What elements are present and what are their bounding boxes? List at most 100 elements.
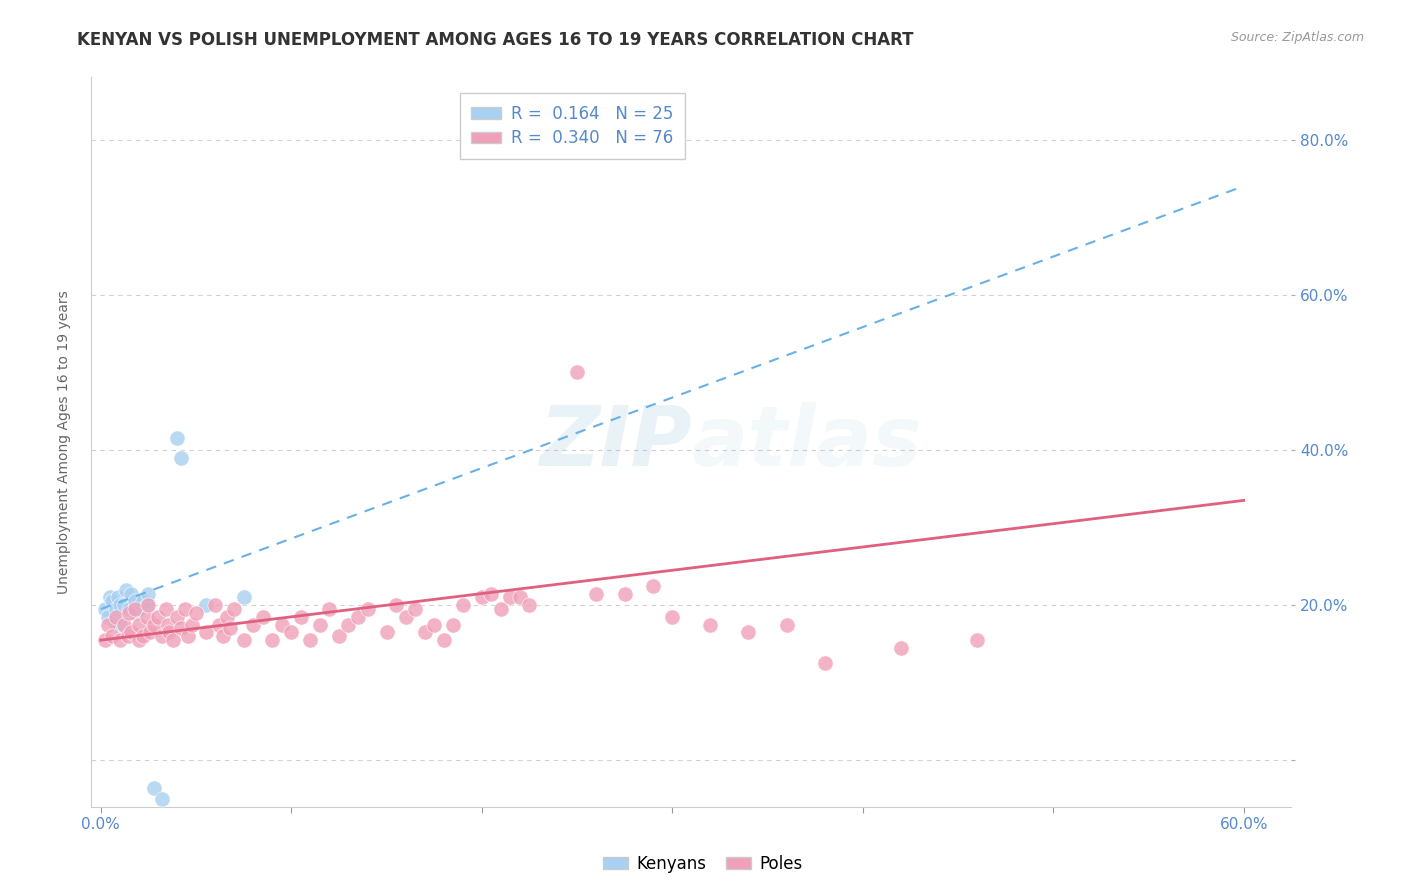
Point [643, 579, 665, 593]
Point [385, 598, 408, 612]
Point [98, 591, 121, 605]
Point [194, 625, 217, 640]
Point [112, 617, 135, 632]
Point [124, 602, 146, 616]
Point [124, 594, 146, 608]
Point [299, 633, 322, 648]
Point [270, 617, 292, 632]
Point [112, 598, 135, 612]
Point [93, 602, 115, 616]
Point [97, 610, 120, 624]
Point [120, 625, 142, 640]
Legend: Kenyans, Poles: Kenyans, Poles [596, 848, 810, 880]
Point [585, 586, 607, 600]
Point [347, 610, 370, 624]
Point [93, 633, 115, 648]
Point [181, 617, 204, 632]
Point [105, 602, 128, 616]
Point [108, 617, 131, 632]
Text: atlas: atlas [692, 401, 922, 483]
Point [471, 591, 494, 605]
Point [117, 629, 139, 643]
Point [138, 598, 160, 612]
Point [966, 633, 988, 648]
Point [177, 629, 200, 643]
Point [166, 610, 188, 624]
Point [737, 625, 759, 640]
Point [356, 602, 378, 616]
Point [150, 792, 173, 806]
Point [211, 629, 233, 643]
Point [139, 625, 162, 640]
Point [143, 780, 166, 795]
Text: Source: ZipAtlas.com: Source: ZipAtlas.com [1230, 31, 1364, 45]
Point [479, 586, 502, 600]
Point [132, 629, 155, 643]
Point [108, 598, 131, 612]
Point [146, 610, 169, 624]
Point [170, 450, 193, 465]
Point [499, 591, 522, 605]
Point [423, 617, 446, 632]
Point [394, 610, 416, 624]
Point [775, 617, 797, 632]
Point [441, 617, 464, 632]
Point [451, 598, 474, 612]
Point [120, 586, 142, 600]
Point [219, 622, 242, 636]
Point [124, 606, 146, 620]
Point [162, 633, 184, 648]
Point [108, 633, 131, 648]
Point [509, 591, 531, 605]
Point [204, 598, 226, 612]
Point [170, 622, 193, 636]
Point [103, 614, 125, 628]
Point [280, 625, 302, 640]
Point [101, 594, 124, 608]
Point [135, 610, 157, 624]
Point [166, 431, 188, 445]
Point [128, 617, 150, 632]
Point [138, 586, 160, 600]
Point [132, 594, 155, 608]
Point [328, 629, 350, 643]
Point [114, 582, 136, 597]
Point [215, 610, 238, 624]
Point [194, 598, 217, 612]
Point [143, 617, 166, 632]
Point [318, 602, 340, 616]
Point [699, 617, 721, 632]
Point [565, 365, 588, 379]
Point [184, 606, 207, 620]
Legend: R =  0.164   N = 25, R =  0.340   N = 76: R = 0.164 N = 25, R = 0.340 N = 76 [460, 93, 685, 159]
Point [208, 617, 231, 632]
Point [661, 610, 683, 624]
Point [890, 640, 912, 655]
Point [232, 633, 254, 648]
Point [262, 633, 284, 648]
Point [375, 625, 398, 640]
Point [118, 606, 141, 620]
Point [413, 625, 436, 640]
Point [224, 602, 246, 616]
Text: ZIP: ZIP [538, 401, 692, 483]
Point [128, 602, 150, 616]
Point [232, 591, 254, 605]
Point [118, 602, 141, 616]
Point [135, 598, 157, 612]
Text: KENYAN VS POLISH UNEMPLOYMENT AMONG AGES 16 TO 19 YEARS CORRELATION CHART: KENYAN VS POLISH UNEMPLOYMENT AMONG AGES… [77, 31, 914, 49]
Point [404, 602, 426, 616]
Point [252, 610, 274, 624]
Point [519, 598, 541, 612]
Point [101, 629, 124, 643]
Point [814, 657, 837, 671]
Point [489, 602, 512, 616]
Point [242, 617, 264, 632]
Point [613, 586, 636, 600]
Point [150, 629, 173, 643]
Point [157, 625, 180, 640]
Point [290, 610, 312, 624]
Point [156, 617, 179, 632]
Y-axis label: Unemployment Among Ages 16 to 19 years: Unemployment Among Ages 16 to 19 years [58, 290, 72, 594]
Point [107, 591, 129, 605]
